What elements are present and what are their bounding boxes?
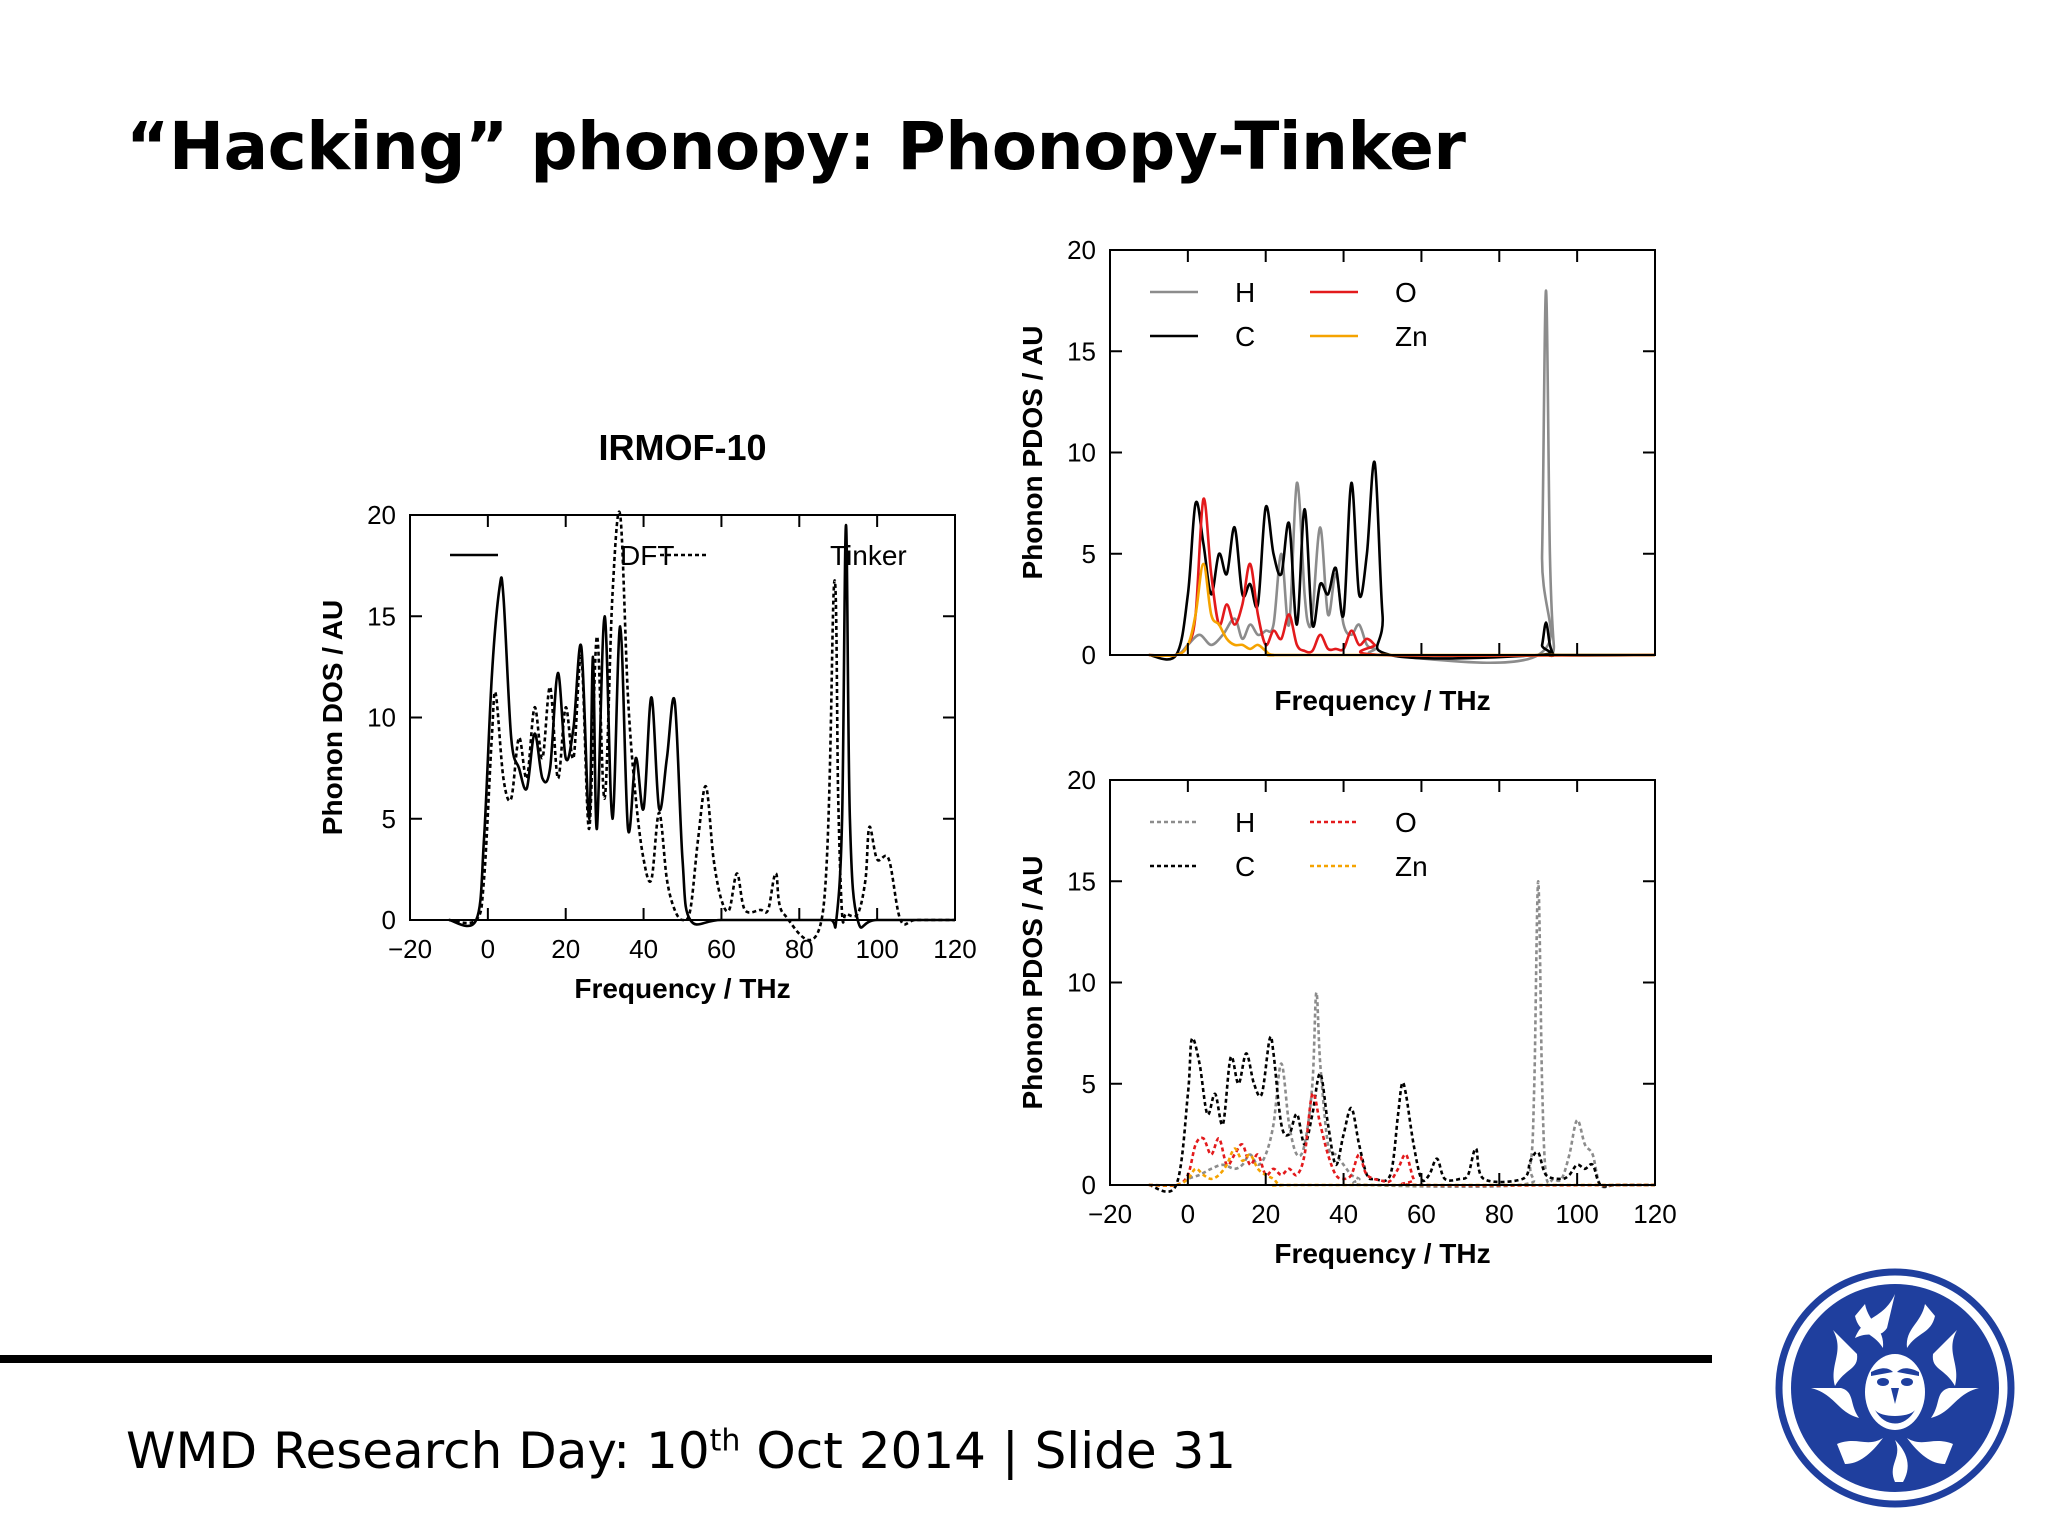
y-tick-label: 5 bbox=[382, 804, 396, 834]
footer-text-end: Oct 2014 | Slide 31 bbox=[740, 1422, 1237, 1480]
x-axis-label: Frequency / THz bbox=[1274, 685, 1490, 716]
y-axis-label: Phonon DOS / AU bbox=[317, 600, 348, 835]
y-tick-label: 20 bbox=[367, 500, 396, 530]
legend-label-h: H bbox=[1235, 807, 1255, 838]
legend-label-dft: DFT bbox=[620, 540, 674, 571]
y-axis-label: Phonon PDOS / AU bbox=[1017, 325, 1048, 579]
x-tick-label: 20 bbox=[1251, 1199, 1280, 1229]
chart-title: IRMOF-10 bbox=[598, 427, 766, 468]
x-tick-label: 40 bbox=[629, 934, 658, 964]
legend-label-c: C bbox=[1235, 851, 1255, 882]
y-tick-label: 15 bbox=[1067, 866, 1096, 896]
y-tick-label: 20 bbox=[1067, 765, 1096, 795]
legend-label-o: O bbox=[1395, 277, 1417, 308]
y-axis-label: Phonon PDOS / AU bbox=[1017, 855, 1048, 1109]
x-tick-label: 120 bbox=[933, 934, 976, 964]
y-tick-label: 10 bbox=[1067, 968, 1096, 998]
series-line-o bbox=[1148, 1092, 1656, 1188]
series-line-c bbox=[1148, 1035, 1655, 1193]
y-tick-label: 0 bbox=[382, 905, 396, 935]
x-tick-label: 80 bbox=[1485, 1199, 1514, 1229]
y-tick-label: 10 bbox=[1067, 438, 1096, 468]
x-tick-label: 40 bbox=[1329, 1199, 1358, 1229]
y-tick-label: 15 bbox=[1067, 336, 1096, 366]
footer-rule bbox=[0, 1355, 1712, 1363]
y-tick-label: 15 bbox=[367, 601, 396, 631]
x-tick-label: 60 bbox=[707, 934, 736, 964]
legend-label-c: C bbox=[1235, 321, 1255, 352]
footer-text: WMD Research Day: 10 bbox=[126, 1422, 710, 1480]
pdos-dft-chart: 0 5 10 15 20 Frequency / THz Phonon PDOS / AU H… bbox=[1017, 235, 1656, 716]
legend-label-zn: Zn bbox=[1395, 321, 1428, 352]
y-tick-label: 20 bbox=[1067, 235, 1096, 265]
y-tick-label: 0 bbox=[1082, 1170, 1096, 1200]
slide-title: “Hacking” phonopy: Phonopy-Tinker bbox=[126, 108, 1466, 185]
series-line-tinker bbox=[448, 510, 955, 942]
x-tick-label: 0 bbox=[481, 934, 495, 964]
x-tick-label: −20 bbox=[1088, 1199, 1132, 1229]
x-tick-label: −20 bbox=[388, 934, 432, 964]
y-tick-label: 0 bbox=[1082, 640, 1096, 670]
legend-label-h: H bbox=[1235, 277, 1255, 308]
slide-footer: WMD Research Day: 10th Oct 2014 | Slide … bbox=[126, 1422, 1236, 1480]
x-axis-label: Frequency / THz bbox=[574, 973, 790, 1004]
y-tick-label: 5 bbox=[1082, 1069, 1096, 1099]
y-tick-label: 5 bbox=[1082, 539, 1096, 569]
x-tick-label: 80 bbox=[785, 934, 814, 964]
series-line-h bbox=[1148, 880, 1655, 1189]
series-line-zn bbox=[1148, 1147, 1655, 1187]
x-axis-label: Frequency / THz bbox=[1274, 1238, 1490, 1269]
series-line-dft bbox=[448, 523, 955, 929]
university-seal-logo bbox=[1775, 1268, 2015, 1508]
x-tick-label: 60 bbox=[1407, 1199, 1436, 1229]
x-tick-label: 0 bbox=[1181, 1199, 1195, 1229]
legend-label-tinker: Tinker bbox=[830, 540, 907, 571]
legend-label-zn: Zn bbox=[1395, 851, 1428, 882]
x-tick-label: 100 bbox=[1555, 1199, 1598, 1229]
y-tick-label: 10 bbox=[367, 703, 396, 733]
legend-label-o: O bbox=[1395, 807, 1417, 838]
series-line-o bbox=[1148, 497, 1656, 658]
footer-superscript: th bbox=[709, 1423, 741, 1459]
x-tick-label: 120 bbox=[1633, 1199, 1676, 1229]
x-tick-label: 20 bbox=[551, 934, 580, 964]
x-tick-label: 100 bbox=[855, 934, 898, 964]
plot-frame bbox=[1109, 779, 1656, 1186]
